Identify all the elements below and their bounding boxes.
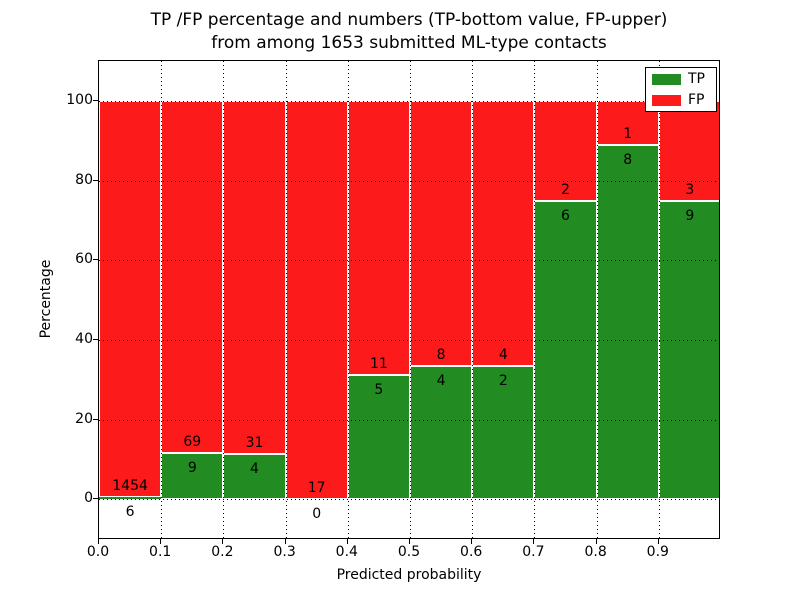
bar-segment-fp-9 [658, 101, 719, 201]
v-gridline-0.6 [472, 61, 474, 538]
v-gridline-0.3 [285, 61, 287, 538]
x-tick-mark-0 [98, 539, 99, 544]
fp-count-label-7: 2 [561, 181, 570, 198]
v-gridline-0.8 [596, 61, 598, 538]
legend-swatch-tp [652, 73, 681, 85]
x-tick-mark-3 [284, 539, 286, 544]
y-tick-mark-3 [93, 259, 98, 261]
fp-count-label-0: 1454 [112, 478, 148, 495]
y-tick-mark-4 [93, 179, 98, 181]
legend-entry-fp: FP [652, 93, 710, 107]
h-gridline-60 [99, 260, 719, 262]
fp-count-label-4: 11 [369, 355, 388, 372]
bar-segment-tp-7 [534, 200, 597, 499]
x-tick-label-4: 0.4 [335, 544, 358, 560]
h-gridline-20 [99, 419, 719, 421]
legend: TP FP [645, 67, 717, 112]
y-axis-label: Percentage [38, 259, 54, 339]
fp-count-label-8: 1 [623, 126, 633, 143]
x-tick-label-8: 0.8 [584, 544, 607, 560]
bar-segment-tp-2 [223, 453, 286, 499]
legend-label-tp: TP [688, 71, 705, 87]
y-tick-label-4: 80 [75, 171, 93, 188]
h-gridline-100 [99, 101, 719, 103]
x-tick-label-1: 0.1 [149, 544, 172, 560]
x-axis-label: Predicted probability [336, 567, 482, 583]
x-tick-label-5: 0.5 [397, 544, 421, 560]
tp-count-label-6: 2 [498, 373, 508, 390]
fp-count-label-1: 69 [183, 434, 202, 451]
tp-count-label-4: 5 [374, 381, 384, 398]
bar-segment-fp-4 [347, 101, 410, 375]
tp-count-label-5: 4 [436, 373, 446, 390]
bar-segment-tp-0 [99, 497, 162, 499]
v-gridline-0.5 [410, 61, 411, 538]
tp-count-label-9: 9 [685, 207, 695, 224]
x-tick-mark-1 [160, 539, 162, 544]
legend-swatch-fp [652, 94, 681, 106]
bar-segment-fp-0 [99, 101, 162, 498]
fp-count-label-9: 3 [685, 181, 695, 198]
x-tick-mark-4 [346, 539, 348, 544]
x-tick-label-3: 0.3 [273, 544, 296, 560]
bar-segment-tp-9 [658, 200, 719, 499]
y-tick-mark-1 [93, 418, 98, 420]
fp-count-label-6: 4 [498, 347, 508, 364]
tp-count-label-2: 4 [250, 460, 259, 477]
chart-title-line2: from among 1653 submitted ML-type contac… [211, 33, 607, 53]
bar-segment-fp-5 [410, 101, 473, 367]
bar-segment-fp-3 [285, 101, 348, 499]
plot-area: 1454 6 69 9 31 4 17 0 11 5 8 4 4 2 2 6 1 8 3 9 [98, 60, 720, 539]
legend-label-fp: FP [688, 92, 705, 108]
v-gridline-0.9 [658, 61, 660, 538]
y-tick-label-2: 40 [75, 330, 93, 347]
bar-segment-fp-2 [223, 101, 286, 454]
bar-segment-tp-8 [596, 145, 659, 499]
x-tick-mark-2 [222, 539, 224, 544]
tp-count-label-7: 6 [561, 207, 570, 224]
tp-count-label-8: 8 [623, 152, 633, 169]
x-tick-label-2: 0.2 [211, 544, 234, 560]
chart-title: TP /FP percentage and numbers (TP-bottom… [98, 9, 720, 55]
v-gridline-0.7 [534, 61, 536, 538]
x-tick-label-6: 0.6 [460, 544, 483, 560]
x-tick-label-9: 0.9 [646, 544, 669, 560]
v-gridline-0.2 [223, 61, 225, 538]
bar-segment-fp-6 [472, 101, 535, 367]
h-gridline-80 [99, 180, 719, 182]
h-gridline-0 [99, 499, 719, 500]
x-tick-mark-6 [471, 539, 473, 544]
x-tick-mark-5 [409, 539, 410, 544]
x-tick-mark-8 [595, 539, 597, 544]
y-tick-mark-0 [93, 498, 98, 499]
x-tick-mark-9 [657, 539, 659, 544]
y-tick-label-3: 60 [75, 251, 93, 268]
x-tick-label-0: 0.0 [86, 544, 110, 560]
y-tick-label-1: 20 [75, 410, 93, 427]
legend-entry-tp: TP [652, 72, 710, 86]
h-gridline-40 [99, 339, 719, 341]
v-gridline-0.4 [347, 61, 349, 538]
fp-count-label-3: 17 [307, 480, 326, 496]
x-tick-label-7: 0.7 [522, 544, 545, 560]
bar-segment-fp-1 [161, 101, 224, 454]
x-tick-mark-7 [533, 539, 535, 544]
y-tick-label-0: 0 [84, 490, 93, 506]
y-tick-mark-5 [93, 100, 98, 102]
v-gridline-0.1 [161, 61, 163, 538]
y-tick-label-5: 100 [66, 92, 93, 109]
bar-segment-tp-4 [347, 374, 410, 499]
fp-count-label-5: 8 [436, 347, 446, 364]
y-tick-mark-2 [93, 338, 98, 340]
tp-count-label-1: 9 [187, 460, 197, 477]
tp-count-label-0: 6 [125, 504, 135, 521]
chart-title-line1: TP /FP percentage and numbers (TP-bottom… [150, 10, 668, 30]
fp-count-label-2: 31 [245, 434, 264, 451]
tp-count-label-3: 0 [312, 506, 322, 522]
